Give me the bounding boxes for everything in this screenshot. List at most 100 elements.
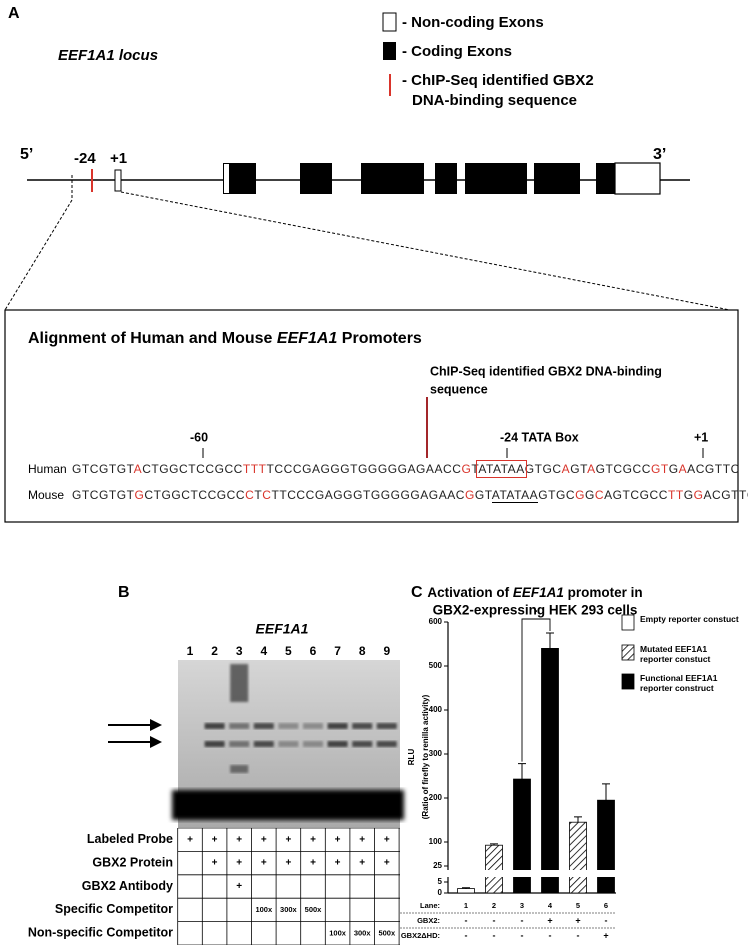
- table-cell: +: [384, 834, 390, 845]
- condition-value: -: [521, 930, 524, 940]
- y-axis-label: (Ratio of firefly to renilla activity): [421, 694, 430, 819]
- x-axis-label: Lane:: [420, 901, 440, 910]
- sequence-segment: TT: [667, 488, 684, 502]
- shift-band: [278, 741, 299, 747]
- annotation: ChIP-Seq identified GBX2 DNA-binding: [430, 364, 662, 378]
- position-label: -24: [74, 150, 96, 167]
- sequence-segment: C: [262, 488, 272, 502]
- shift-band: [229, 723, 250, 729]
- table-cell: +: [261, 858, 267, 869]
- legend-swatch: [621, 614, 635, 631]
- x-tick-label: 3: [520, 901, 524, 910]
- table-cell: +: [335, 858, 341, 869]
- significance-bracket: [521, 618, 551, 762]
- y-axis-label: RLU: [407, 749, 416, 766]
- lane-number: 8: [359, 644, 366, 658]
- shift-band: [204, 723, 225, 729]
- row-label: Specific Competitor: [55, 902, 173, 916]
- annotation: sequence: [430, 382, 488, 396]
- sequence-segment: A: [587, 462, 596, 476]
- sequence: GTCGTGTGCTGGCTCCGCCCTCTTCCCGAGGGTGGGGGAG…: [72, 487, 748, 503]
- sequence-segment: TTCCCGAGGGTGGGGGAGAAC: [271, 488, 466, 502]
- sequence-segment: GT: [650, 462, 669, 476]
- gene-end-label: 5’: [20, 146, 33, 163]
- sequence-segment: TTT: [242, 462, 267, 476]
- legend-swatch: [621, 673, 635, 690]
- table-cell: +: [359, 834, 365, 845]
- gene-end-label: 3’: [653, 146, 666, 163]
- legend-swatch: [382, 12, 397, 32]
- sequence-segment: A: [133, 462, 143, 476]
- table-cell: +: [285, 858, 291, 869]
- title-part: promoter in: [564, 585, 643, 600]
- sequence-segment: GTGC: [538, 488, 576, 502]
- sequence-segment: GT: [570, 462, 588, 476]
- arrows: [108, 719, 162, 748]
- sequence-segment: G: [461, 462, 472, 476]
- position-label: +1: [110, 150, 127, 167]
- shift-band: [229, 741, 250, 747]
- panel-label: C: [411, 584, 423, 601]
- table-cell: +: [236, 858, 242, 869]
- title-part: Activation of: [427, 585, 513, 600]
- table-cell: +: [212, 858, 218, 869]
- x-tick-label: 1: [464, 901, 468, 910]
- sequence-segment: G: [683, 488, 694, 502]
- lane-number: 3: [236, 644, 243, 658]
- sequence-segment: C: [594, 488, 605, 502]
- error-bar: [490, 843, 498, 846]
- error-bar: [462, 887, 470, 889]
- shift-band: [303, 723, 323, 729]
- error-bar: [602, 783, 610, 801]
- condition-label: GBX2ΔHD:: [401, 931, 440, 940]
- gene-diagram: [4, 162, 739, 523]
- table-cell: +: [310, 834, 316, 845]
- x-tick-label: 5: [576, 901, 580, 910]
- row-label: GBX2 Protein: [92, 855, 173, 869]
- sequence-segment: GT: [474, 488, 492, 502]
- lane-number: 4: [260, 644, 267, 658]
- bar: [457, 888, 475, 894]
- error-bar: [518, 763, 526, 780]
- sequence-segment: AGTCGCC: [604, 488, 668, 502]
- table-cell: +: [187, 834, 193, 845]
- shift-band: [303, 741, 323, 747]
- sequence-segment: ACGTTC: [703, 488, 748, 502]
- shift-band: [278, 723, 299, 729]
- sequence-segment: CTGGCTCCGCC: [142, 462, 243, 476]
- sequence-segment: GTCGCC: [595, 462, 651, 476]
- shift-band: [376, 723, 397, 729]
- sequence-segment: G: [668, 462, 679, 476]
- x-tick-label: 2: [492, 901, 496, 910]
- lane-number: 2: [211, 644, 218, 658]
- condition-value: -: [493, 915, 496, 925]
- shift-band: [352, 723, 373, 729]
- condition-value: +: [603, 930, 608, 940]
- sequence-segment: ACGTTC: [687, 462, 740, 476]
- y-tick-label: 5: [438, 877, 443, 886]
- lane-number: 7: [334, 644, 341, 658]
- bar: [541, 648, 559, 894]
- lane-number: 1: [187, 644, 194, 658]
- shift-band: [253, 741, 274, 747]
- condition-value: -: [493, 930, 496, 940]
- shift-band: [376, 741, 397, 747]
- condition-value: -: [465, 915, 468, 925]
- sequence-segment: G: [693, 488, 704, 502]
- chart-title: GBX2-expressing HEK 293 cells: [433, 603, 638, 618]
- x-tick-label: 6: [604, 901, 608, 910]
- condition-value: +: [547, 915, 552, 925]
- locus-title: EEF1A1 locus: [58, 47, 158, 64]
- title-part: Promoters: [337, 330, 422, 347]
- legend-label: DNA-binding sequence: [412, 92, 577, 109]
- legend-label: Functional EEF1A1 reporter construct: [640, 673, 718, 693]
- gene-label: EEF1A1: [256, 621, 309, 637]
- sequence-segment: TCCCGAGGGTGGGGGAGAACC: [266, 462, 462, 476]
- shift-band: [327, 723, 348, 729]
- y-tick-label: 200: [429, 793, 443, 802]
- y-tick-label: 300: [429, 749, 443, 758]
- lane-number: 9: [383, 644, 390, 658]
- lane-number: 6: [310, 644, 317, 658]
- sequence-segment: ATATAA: [476, 460, 527, 478]
- legend-label: Empty reporter constuct: [640, 614, 739, 624]
